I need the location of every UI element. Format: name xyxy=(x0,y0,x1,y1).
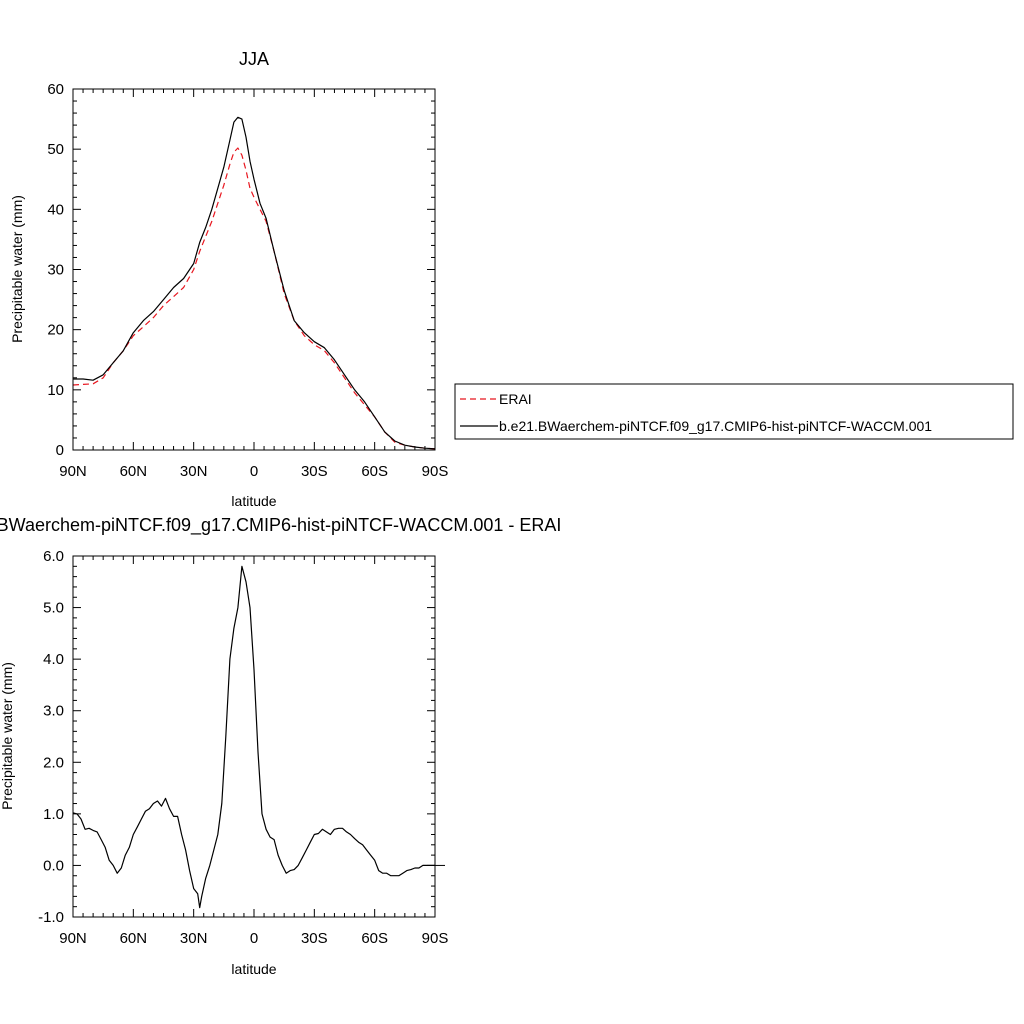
x-tick-label: 60S xyxy=(361,930,388,947)
x-tick-label: 0 xyxy=(250,463,258,480)
top-panel: JJA 90N 60N 30N 0 30S 60S 90S 0 10 20 30 40 50 60 la… xyxy=(9,49,448,509)
x-tick-label: 30N xyxy=(180,930,208,947)
top-y-tick-labels: 0 10 20 30 40 50 60 xyxy=(47,81,64,459)
y-tick-label: 1.0 xyxy=(43,806,64,823)
top-plot-frame xyxy=(72,88,436,451)
x-tick-label: 60N xyxy=(120,463,148,480)
y-tick-label: 20 xyxy=(47,322,64,339)
y-tick-label: 30 xyxy=(47,262,64,279)
top-series-line-0 xyxy=(72,147,436,450)
x-tick-label: 90N xyxy=(59,930,87,947)
y-tick-label: 40 xyxy=(47,201,64,218)
top-x-axis-label: latitude xyxy=(231,493,276,509)
x-tick-label: 30S xyxy=(301,930,328,947)
legend-label-model: b.e21.BWaerchem-piNTCF.f09_g17.CMIP6-his… xyxy=(499,418,932,434)
bottom-y-axis-label: Precipitable water (mm) xyxy=(0,662,15,810)
y-tick-label: 10 xyxy=(47,382,64,399)
x-tick-label: 90N xyxy=(59,463,87,480)
y-tick-label: 50 xyxy=(47,141,64,158)
top-y-axis-label: Precipitable water (mm) xyxy=(9,195,25,343)
bottom-y-tick-labels: -1.0 0.0 1.0 2.0 3.0 4.0 5.0 6.0 xyxy=(38,548,64,926)
y-tick-label: 6.0 xyxy=(43,548,64,565)
y-tick-label: 4.0 xyxy=(43,651,64,668)
bottom-panel: b.e21.BWaerchem-piNTCF.f09_g17.CMIP6-his… xyxy=(0,515,561,977)
x-tick-label: 30N xyxy=(180,463,208,480)
top-chart-title: JJA xyxy=(239,49,269,69)
x-tick-label: 90S xyxy=(422,463,449,480)
y-tick-label: -1.0 xyxy=(38,909,64,926)
x-tick-label: 90S xyxy=(422,930,449,947)
x-tick-label: 30S xyxy=(301,463,328,480)
legend: ERAI b.e21.BWaerchem-piNTCF.f09_g17.CMIP… xyxy=(454,383,1014,440)
top-x-tick-labels: 90N 60N 30N 0 30S 60S 90S xyxy=(59,463,448,480)
legend-label-erai: ERAI xyxy=(499,391,532,407)
y-tick-label: 0.0 xyxy=(43,857,64,874)
x-tick-label: 0 xyxy=(250,930,258,947)
x-tick-label: 60S xyxy=(361,463,388,480)
bottom-series-line-0 xyxy=(72,565,435,909)
bottom-plot-frame xyxy=(72,555,436,918)
x-tick-label: 60N xyxy=(120,930,148,947)
y-tick-label: 5.0 xyxy=(43,600,64,617)
bottom-chart-title: b.e21.BWaerchem-piNTCF.f09_g17.CMIP6-his… xyxy=(0,515,561,536)
top-series-lines xyxy=(72,116,436,450)
bottom-x-axis-label: latitude xyxy=(231,961,276,977)
bottom-x-tick-labels: 90N 60N 30N 0 30S 60S 90S xyxy=(59,930,448,947)
y-tick-label: 3.0 xyxy=(43,703,64,720)
legend-box xyxy=(454,383,1014,440)
y-tick-label: 2.0 xyxy=(43,754,64,771)
top-series-line-1 xyxy=(73,116,436,450)
top-ticks xyxy=(72,88,436,451)
y-tick-label: 60 xyxy=(47,81,64,98)
y-tick-label: 0 xyxy=(56,442,64,459)
bottom-series-lines xyxy=(72,565,435,909)
bottom-ticks xyxy=(72,555,445,918)
